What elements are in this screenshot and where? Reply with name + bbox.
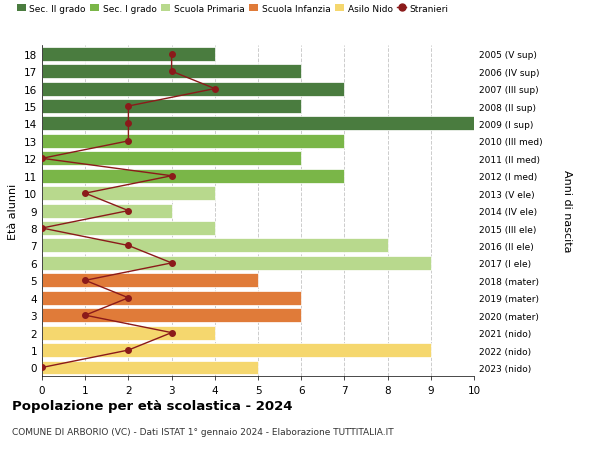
Y-axis label: Età alunni: Età alunni <box>8 183 19 239</box>
Bar <box>42 239 388 253</box>
Legend: Sec. II grado, Sec. I grado, Scuola Primaria, Scuola Infanzia, Asilo Nido, Stran: Sec. II grado, Sec. I grado, Scuola Prim… <box>17 5 449 13</box>
Text: COMUNE DI ARBORIO (VC) - Dati ISTAT 1° gennaio 2024 - Elaborazione TUTTITALIA.IT: COMUNE DI ARBORIO (VC) - Dati ISTAT 1° g… <box>12 427 394 436</box>
Bar <box>42 291 301 305</box>
Bar <box>42 152 301 166</box>
Bar <box>42 204 172 218</box>
Bar <box>42 187 215 201</box>
Bar <box>42 343 431 357</box>
Bar <box>42 117 474 131</box>
Bar <box>42 326 215 340</box>
Bar <box>42 134 344 149</box>
Text: Popolazione per età scolastica - 2024: Popolazione per età scolastica - 2024 <box>12 399 293 412</box>
Y-axis label: Anni di nascita: Anni di nascita <box>562 170 572 252</box>
Bar <box>42 83 344 96</box>
Bar <box>42 222 215 235</box>
Bar <box>42 65 301 79</box>
Bar <box>42 274 258 288</box>
Bar <box>42 100 301 114</box>
Bar <box>42 169 344 183</box>
Bar <box>42 48 215 62</box>
Bar <box>42 308 301 323</box>
Bar <box>42 361 258 375</box>
Bar <box>42 257 431 270</box>
